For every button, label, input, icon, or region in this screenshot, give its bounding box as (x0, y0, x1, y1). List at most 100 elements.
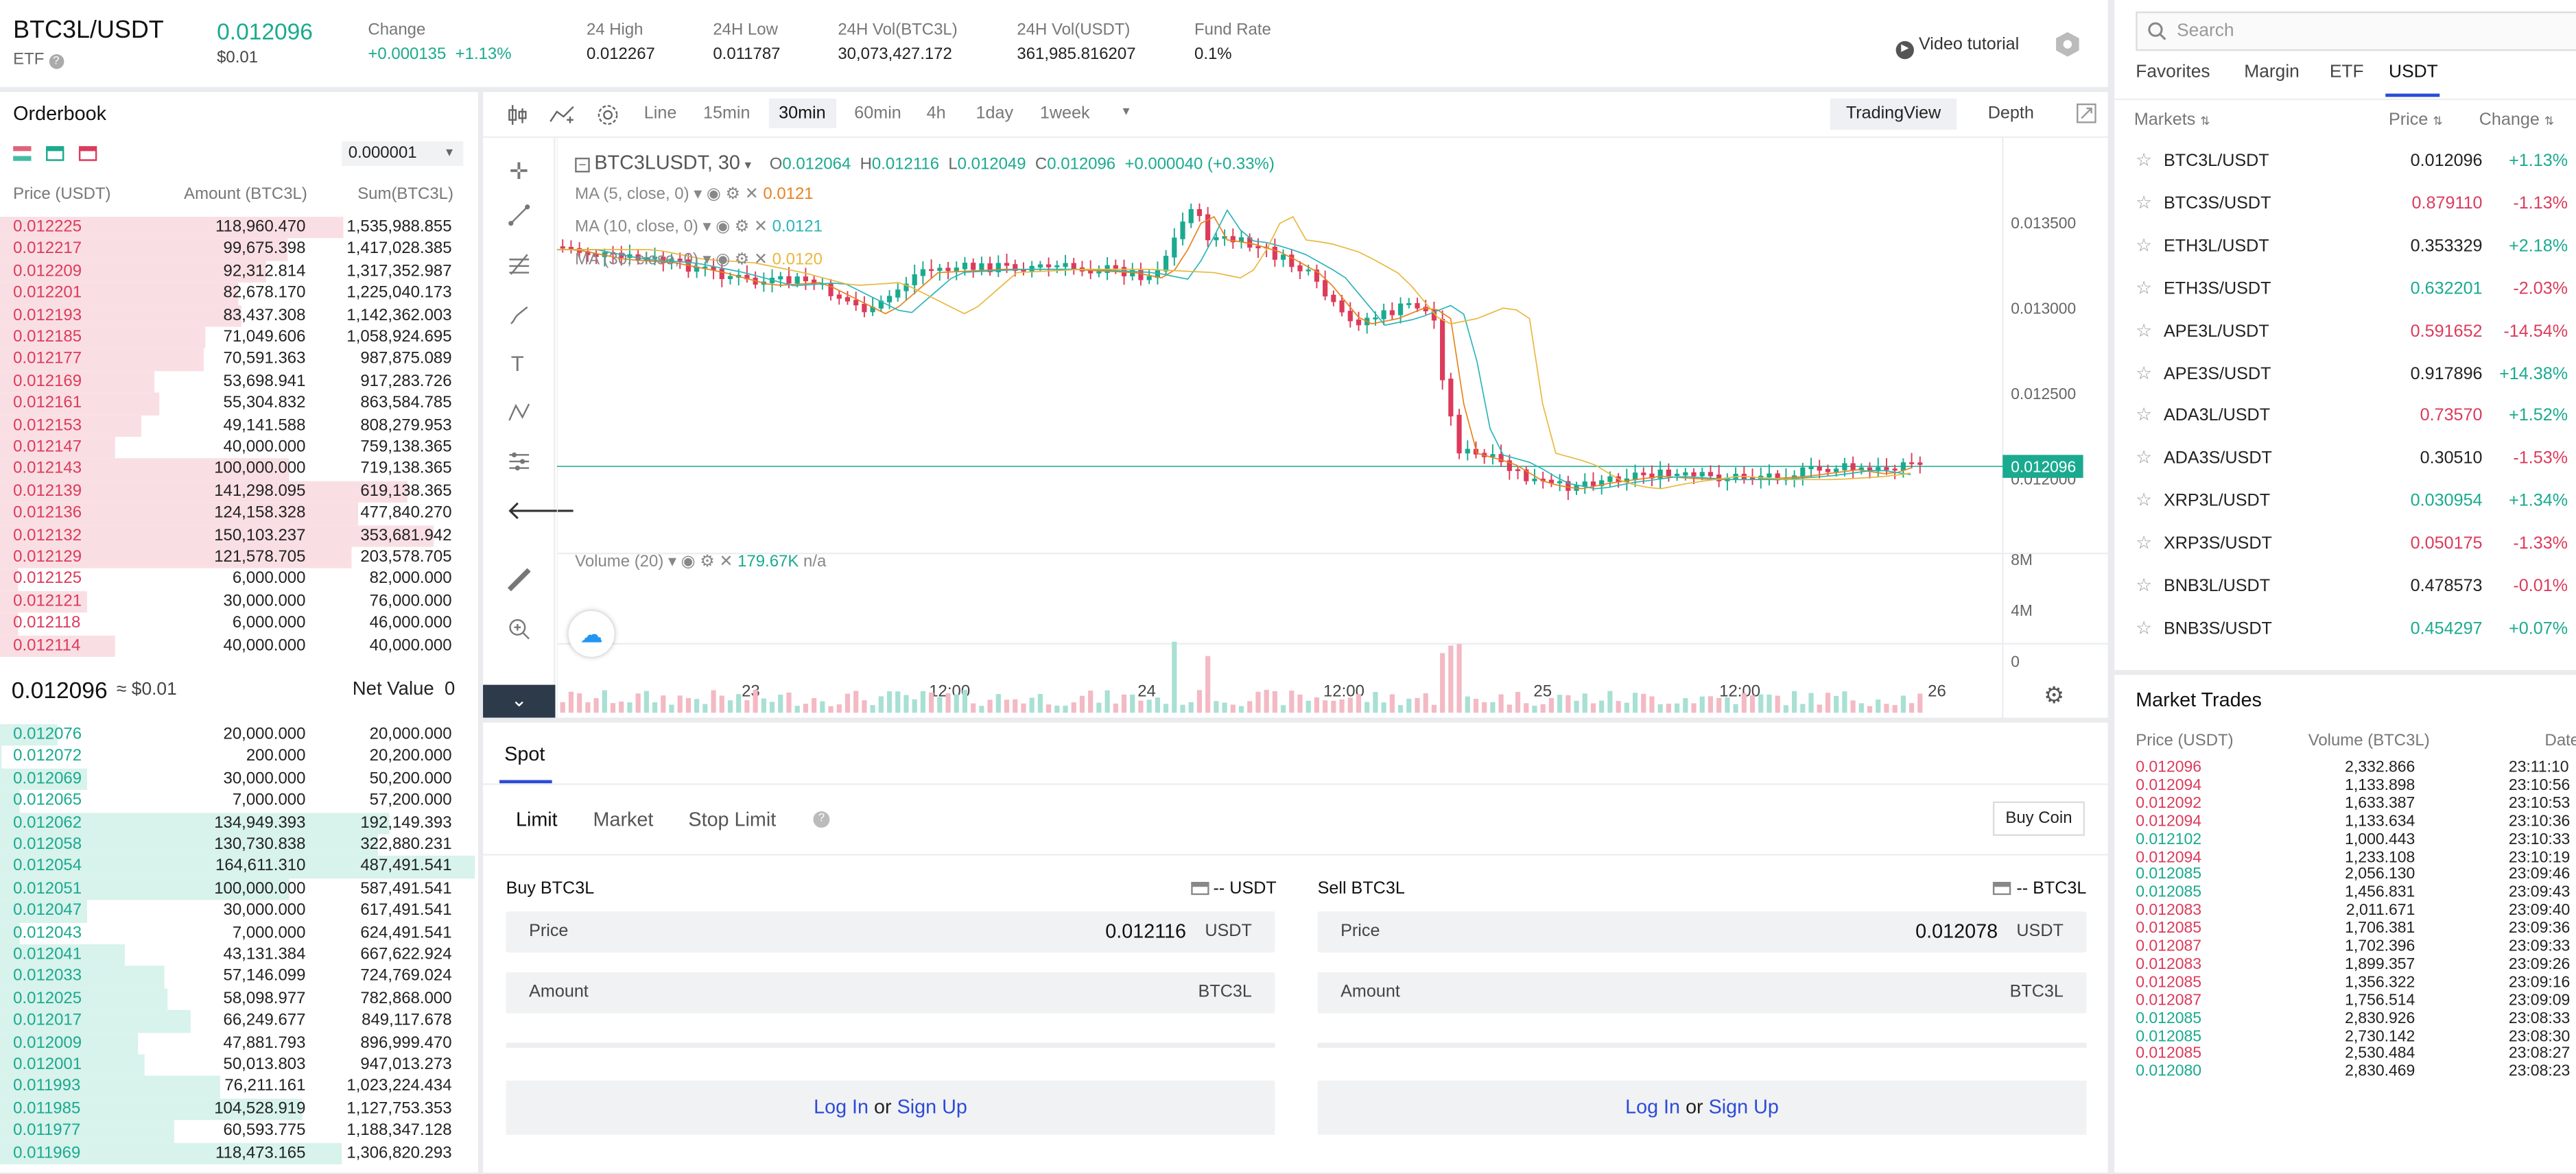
interval-tab-60min[interactable]: 60min (854, 103, 901, 123)
ask-row[interactable]: 0.012201 82,678.170 1,225,040.173 (0, 283, 476, 305)
market-row[interactable]: ☆ BNB3S/USDT 0.454297 +0.07% (2114, 608, 2576, 650)
ask-row[interactable]: 0.012143 100,000.000 719,138.365 (0, 459, 476, 481)
star-icon[interactable]: ☆ (2136, 321, 2152, 342)
star-icon[interactable]: ☆ (2136, 193, 2152, 214)
order-tab-stop-limit[interactable]: Stop Limit (688, 808, 777, 831)
settings-hex-icon[interactable] (2055, 32, 2080, 58)
crosshair-icon[interactable]: ✛ (509, 157, 529, 184)
bid-row[interactable]: 0.012062 134,949.393 192,149.393 (0, 812, 476, 835)
ask-row[interactable]: 0.012118 6,000.000 46,000.000 (0, 612, 476, 635)
help-icon[interactable]: ? (813, 811, 830, 828)
collapse-toolbar-button[interactable]: ⌄ (483, 684, 556, 718)
star-icon[interactable]: ☆ (2136, 576, 2152, 597)
bid-row[interactable]: 0.011993 76,211.161 1,023,224.434 (0, 1076, 476, 1099)
market-row[interactable]: ☆ XRP3S/USDT 0.050175 -1.33% (2114, 523, 2576, 565)
interval-tab-1week[interactable]: 1week (1039, 103, 1090, 123)
col-markets-header[interactable]: Markets ⇅ (2134, 110, 2210, 130)
candle-type-icon[interactable] (506, 104, 530, 127)
interval-tab-30min[interactable]: 30min (768, 98, 836, 128)
ask-row[interactable]: 0.012177 70,591.363 987,875.089 (0, 348, 476, 371)
view-both-icon[interactable] (13, 146, 32, 161)
interval-tab-1day[interactable]: 1day (976, 103, 1014, 123)
zoom-in-icon[interactable] (508, 617, 531, 640)
pattern-icon[interactable] (508, 400, 531, 424)
login-link[interactable]: Log In (1625, 1095, 1681, 1118)
sell-amount-field[interactable]: Amount BTC3L (1317, 972, 2087, 1014)
bid-row[interactable]: 0.012033 57,146.099 724,769.024 (0, 966, 476, 989)
market-row[interactable]: ☆ ADA3S/USDT 0.30510 -1.53% (2114, 438, 2576, 480)
star-icon[interactable]: ☆ (2136, 406, 2152, 427)
ask-row[interactable]: 0.012185 71,049.606 1,058,924.695 (0, 326, 476, 349)
tradingview-toggle[interactable]: TradingView (1830, 98, 1957, 130)
buy-coin-button[interactable]: Buy Coin (1992, 801, 2085, 836)
star-icon[interactable]: ☆ (2136, 448, 2152, 469)
eye-icon[interactable]: ◉ (716, 218, 731, 237)
text-tool-icon[interactable]: T (510, 351, 524, 376)
bid-row[interactable]: 0.012009 47,881.793 896,999.470 (0, 1032, 476, 1055)
gear-icon[interactable]: ⚙ (725, 185, 740, 204)
order-tab-limit[interactable]: Limit (515, 808, 558, 831)
trend-line-icon[interactable] (508, 204, 531, 227)
close-icon[interactable]: ✕ (744, 185, 759, 204)
fib-icon[interactable] (508, 253, 531, 276)
market-tab-etf[interactable]: ETF (2329, 62, 2364, 82)
bid-row[interactable]: 0.012054 164,611.310 487,491.541 (0, 856, 476, 878)
indicator-icon[interactable] (549, 104, 575, 127)
ask-row[interactable]: 0.012147 40,000.000 759,138.365 (0, 437, 476, 459)
measure-icon[interactable] (508, 450, 531, 473)
bid-row[interactable]: 0.012001 50,013.803 947,013.273 (0, 1054, 476, 1077)
chart-settings-gear-icon[interactable]: ⚙ (2044, 681, 2065, 708)
ask-row[interactable]: 0.012114 40,000.000 40,000.000 (0, 634, 476, 657)
brush-icon[interactable] (508, 304, 531, 327)
sell-price-input[interactable]: 0.012078 (1915, 920, 1998, 943)
pair-title[interactable]: BTC3L/USDT (13, 16, 164, 45)
close-icon[interactable]: ✕ (753, 251, 768, 269)
view-asks-icon[interactable] (78, 146, 97, 161)
bid-row[interactable]: 0.012051 100,000.000 587,491.541 (0, 878, 476, 900)
col-price-header[interactable]: Price ⇅ (2389, 110, 2442, 130)
collapse-legend-icon[interactable]: − (575, 157, 590, 173)
bid-row[interactable]: 0.012047 30,000.000 617,491.541 (0, 900, 476, 922)
star-icon[interactable]: ☆ (2136, 534, 2152, 554)
fullscreen-icon[interactable] (2077, 103, 2096, 123)
market-row[interactable]: ☆ APE3L/USDT 0.591652 -14.54% (2114, 310, 2576, 352)
back-arrow-icon[interactable]: 🡐 (506, 497, 577, 526)
ask-row[interactable]: 0.012169 53,698.941 917,283.726 (0, 370, 476, 393)
close-icon[interactable]: ✕ (719, 553, 733, 572)
bid-row[interactable]: 0.012043 7,000.000 624,491.541 (0, 922, 476, 944)
ask-row[interactable]: 0.012161 55,304.832 863,584.785 (0, 392, 476, 415)
ruler-icon[interactable] (507, 568, 531, 592)
star-icon[interactable]: ☆ (2136, 278, 2152, 299)
ask-row[interactable]: 0.012225 118,960.470 1,535,988.855 (0, 217, 476, 239)
market-row[interactable]: ☆ BTC3S/USDT 0.879110 -1.13% (2114, 182, 2576, 225)
sell-price-field[interactable]: Price 0.012078 USDT (1317, 911, 2087, 953)
video-tutorial-link[interactable]: ▶ Video tutorial (1895, 34, 2019, 60)
more-intervals-icon[interactable]: ▼ (1120, 106, 1132, 119)
eye-icon[interactable]: ◉ (716, 251, 731, 269)
market-row[interactable]: ☆ XRP3L/USDT 0.030954 +1.34% (2114, 480, 2576, 523)
order-tab-market[interactable]: Market (593, 808, 654, 831)
chevron-down-icon[interactable]: ▾ (744, 157, 752, 173)
bid-row[interactable]: 0.011985 104,528.919 1,127,753.353 (0, 1098, 476, 1121)
ask-row[interactable]: 0.012209 92,312.814 1,317,352.987 (0, 261, 476, 283)
bid-row[interactable]: 0.012065 7,000.000 57,200.000 (0, 790, 476, 813)
bid-row[interactable]: 0.011969 118,473.165 1,306,820.293 (0, 1142, 476, 1164)
star-icon[interactable]: ☆ (2136, 363, 2152, 384)
search-input[interactable]: Search (2177, 21, 2234, 41)
bid-row[interactable]: 0.011977 60,593.775 1,188,347.128 (0, 1120, 476, 1142)
star-icon[interactable]: ☆ (2136, 619, 2152, 639)
buy-amount-field[interactable]: Amount BTC3L (506, 972, 1275, 1014)
ask-row[interactable]: 0.012132 150,103.237 353,681.942 (0, 525, 476, 547)
ask-row[interactable]: 0.012153 49,141.588 808,279.953 (0, 414, 476, 437)
buy-price-field[interactable]: Price 0.012116 USDT (506, 911, 1275, 953)
market-row[interactable]: ☆ APE3S/USDT 0.917896 +14.38% (2114, 352, 2576, 395)
market-tab-favorites[interactable]: Favorites (2136, 62, 2210, 82)
market-row[interactable]: ☆ ETH3S/USDT 0.632201 -2.03% (2114, 267, 2576, 310)
market-row[interactable]: ☆ BNB3L/USDT 0.478573 -0.01% (2114, 565, 2576, 608)
bid-row[interactable]: 0.012058 130,730.838 322,880.231 (0, 834, 476, 856)
bid-row[interactable]: 0.012017 66,249.677 849,117.678 (0, 1010, 476, 1033)
gear-icon[interactable]: ⚙ (734, 218, 750, 237)
star-icon[interactable]: ☆ (2136, 491, 2152, 512)
interval-tab-line[interactable]: Line (643, 103, 677, 123)
